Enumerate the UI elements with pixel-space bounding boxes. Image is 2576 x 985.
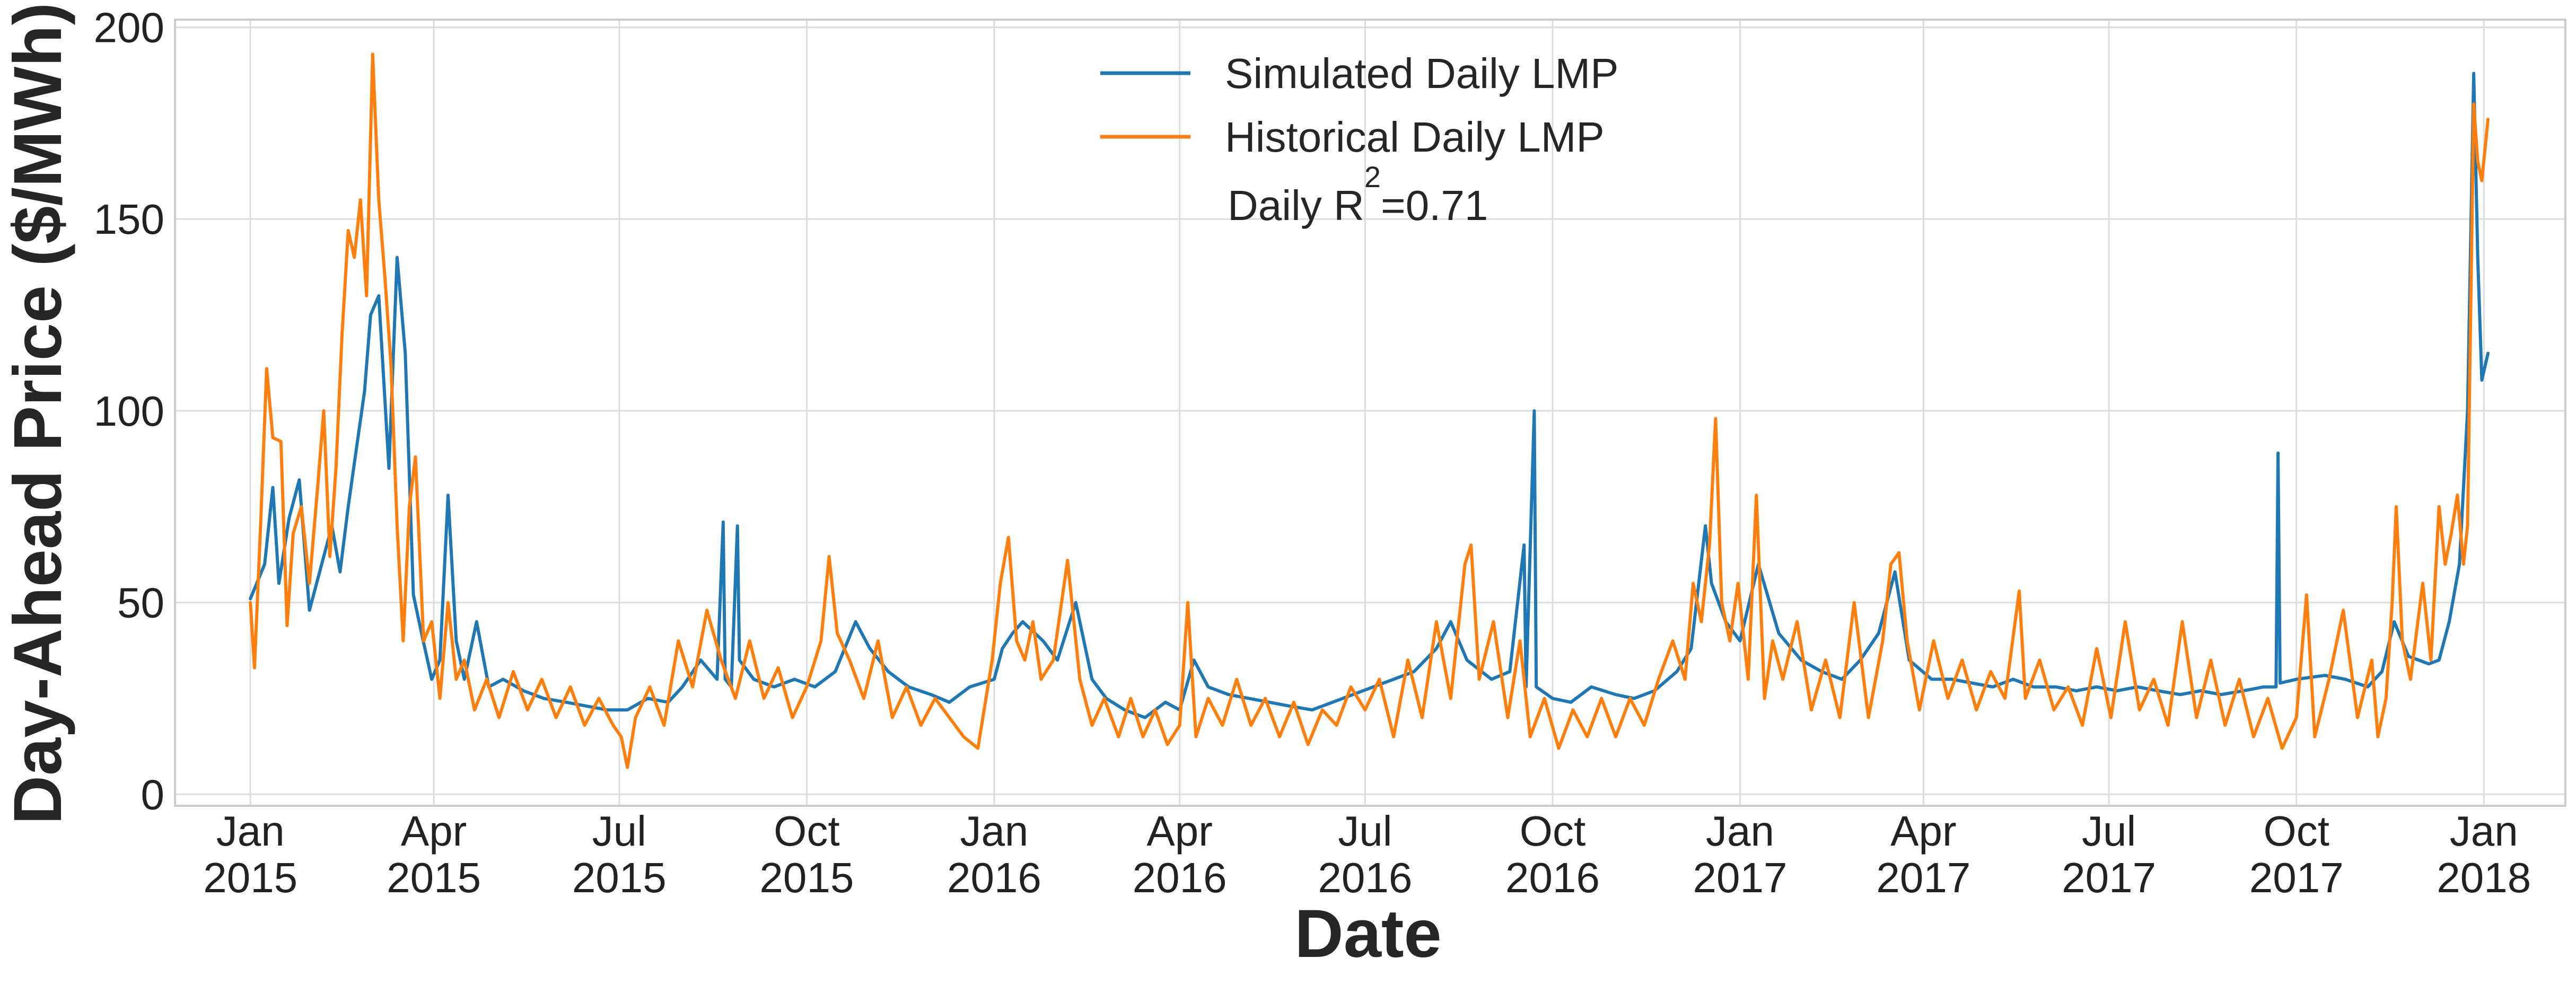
y-tick-label: 50: [117, 579, 164, 627]
x-tick-year: 2017: [1693, 854, 1788, 901]
x-tick-month: Jul: [2082, 807, 2136, 855]
x-axis-title: Date: [1294, 896, 1441, 972]
x-tick-label: Jan 2015: [203, 807, 297, 901]
y-tick-label: 150: [94, 196, 164, 243]
r-squared-superscript: 2: [1364, 160, 1381, 194]
x-tick-year: 2018: [2437, 854, 2531, 901]
x-tick-month: Apr: [401, 807, 467, 855]
x-tick-month: Apr: [1890, 807, 1957, 855]
grid-lines: [175, 20, 2565, 806]
x-tick-month: Oct: [1520, 807, 1585, 855]
x-tick-label: Jul 2015: [572, 807, 667, 901]
x-tick-year: 2015: [203, 854, 297, 901]
legend-label-simulated: Simulated Daily LMP: [1225, 50, 1619, 97]
x-tick-label: Apr 2015: [387, 807, 481, 901]
x-tick-year: 2015: [759, 854, 854, 901]
x-tick-year: 2016: [1133, 854, 1227, 901]
legend: Simulated Daily LMP Historical Daily LMP…: [1100, 50, 1619, 229]
x-tick-label: Oct 2016: [1505, 807, 1600, 901]
x-tick-label: Jul 2016: [1318, 807, 1412, 901]
x-tick-month: Jul: [1338, 807, 1392, 855]
x-tick-label: Jan 2017: [1693, 807, 1788, 901]
x-tick-label: Jan 2016: [947, 807, 1041, 901]
x-tick-month: Jan: [960, 807, 1028, 855]
x-tick-month: Jan: [216, 807, 285, 855]
y-tick-label: 0: [141, 771, 165, 818]
x-tick-label: Jan 2018: [2437, 807, 2531, 901]
r-squared-prefix: Daily R: [1228, 182, 1364, 229]
x-tick-year: 2015: [572, 854, 667, 901]
x-tick-month: Jan: [2450, 807, 2518, 855]
y-tick-labels: 0 50 100 150 200: [94, 4, 164, 818]
series-line-historical: [249, 52, 2490, 769]
x-tick-year: 2015: [387, 854, 481, 901]
x-tick-year: 2016: [947, 854, 1041, 901]
x-tick-year: 2017: [2249, 854, 2344, 901]
r-squared-value: =0.71: [1381, 182, 1488, 229]
x-tick-label: Jul 2017: [2062, 807, 2156, 901]
x-tick-year: 2017: [2062, 854, 2156, 901]
x-tick-label: Oct 2017: [2249, 807, 2344, 901]
x-tick-month: Apr: [1146, 807, 1213, 855]
x-tick-month: Jan: [1706, 807, 1774, 855]
plot-frame: [174, 19, 2566, 807]
x-tick-month: Jul: [592, 807, 646, 855]
y-tick-label: 200: [94, 4, 164, 51]
series-line-simulated: [249, 72, 2490, 719]
x-tick-year: 2017: [1876, 854, 1970, 901]
x-tick-year: 2016: [1318, 854, 1412, 901]
x-tick-month: Oct: [2263, 807, 2329, 855]
x-tick-label: Apr 2016: [1133, 807, 1227, 901]
x-tick-label: Oct 2015: [759, 807, 854, 901]
x-tick-label: Apr 2017: [1876, 807, 1970, 901]
x-tick-month: Oct: [774, 807, 839, 855]
x-tick-year: 2016: [1505, 854, 1600, 901]
r-squared-annotation: Daily R2=0.71: [1228, 160, 1488, 229]
legend-label-historical: Historical Daily LMP: [1225, 113, 1605, 161]
y-axis-title: Day-Ahead Price ($/MWh): [0, 3, 76, 825]
y-tick-label: 100: [94, 388, 164, 435]
series-lines: [249, 52, 2490, 769]
